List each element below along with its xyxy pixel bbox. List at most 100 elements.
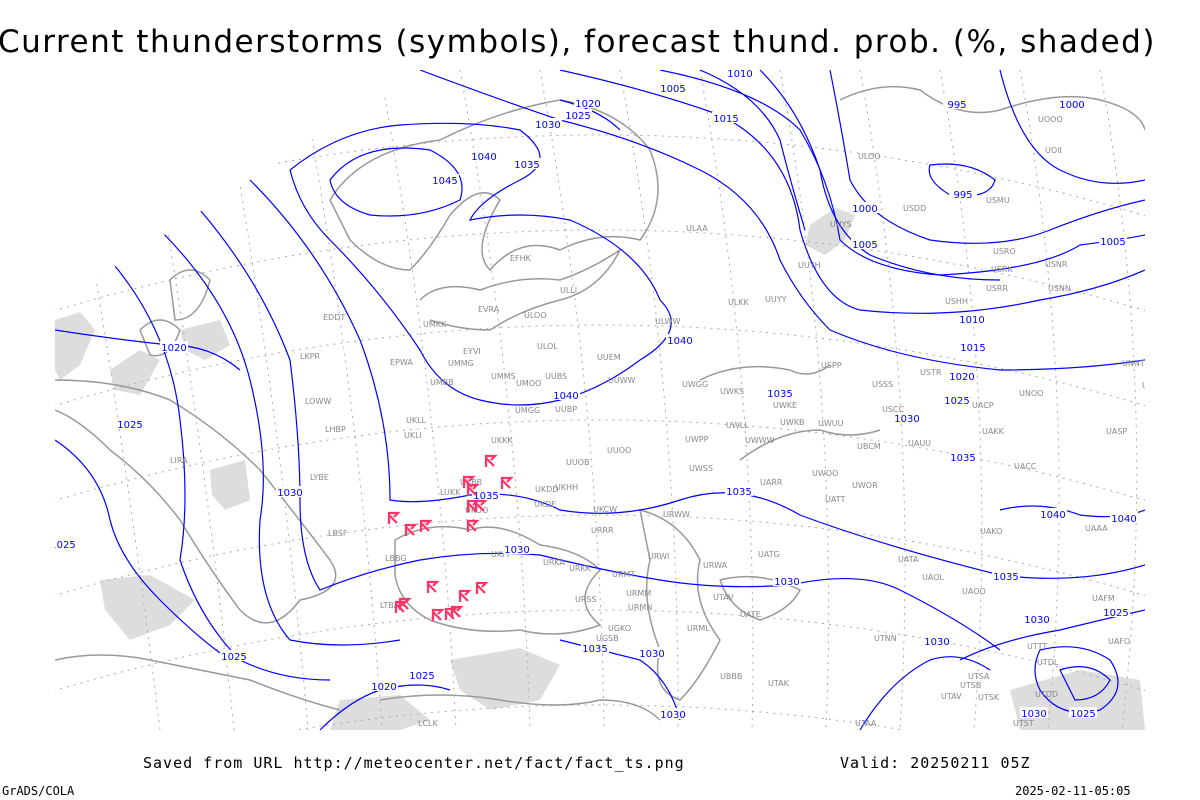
station-label: UNBB [1142,381,1165,390]
station-label: UUYH [798,261,821,270]
station-label: LKPR [300,352,321,361]
isobar-line [559,70,1145,314]
isobar-label: 1010 [727,69,752,80]
station-label: UTSK [978,693,1000,702]
station-label: LIRA [170,456,188,465]
probability-shaded-area [805,208,855,255]
isobar-label: 1040 [1040,510,1065,521]
station-label: UWOO [812,469,838,478]
station-label: UTDD [1035,690,1058,699]
coastlines [55,85,1145,721]
isobar-label: 1005 [852,240,877,251]
parallel-line [55,419,1145,506]
station-label: USPP [821,361,842,370]
isobar-label: 1025 [50,540,75,551]
station-label: UKFF [491,550,512,559]
station-label: UAKO [980,527,1002,536]
thunderstorm-symbol-icon [426,580,440,593]
isobar-label: 1040 [471,152,496,163]
station-label: UMGG [515,406,540,415]
isobar-label: 1025 [1070,709,1095,720]
thunderstorm-symbols [387,454,514,621]
isobar-label: 1030 [1021,709,1046,720]
isobar-line [759,70,1001,281]
isobar-line [999,70,1145,184]
isobar-label: 1030 [535,120,560,131]
station-label: UAAA [1085,524,1108,533]
isobar-label: 1005 [660,84,685,95]
station-label: UUOB [566,458,590,467]
meridian-line [1099,70,1138,730]
parallel-line [55,704,1145,730]
station-label: EDDT [323,313,345,322]
thunderstorm-symbol-icon [419,519,433,532]
station-label: ULOL [537,342,558,351]
isobar-label: 1025 [409,671,434,682]
isobar-line [289,122,672,406]
isobar-label: 1035 [767,389,792,400]
station-label: UWUU [818,419,844,428]
isobar-label: 1030 [660,710,685,721]
station-label: EPWA [390,358,413,367]
station-label: UKBB [460,478,482,487]
station-label: UASP [1106,427,1127,436]
station-label: UWKS [720,387,744,396]
isobar-line [659,70,1145,276]
station-label: UMMS [491,372,516,381]
station-label: UKHH [555,483,578,492]
station-label: UARR [760,478,783,487]
station-label: LYBE [310,473,329,482]
coastline [379,694,661,721]
graticule [55,70,1145,730]
isobar-label: 1035 [993,572,1018,583]
isobar-line [699,70,806,231]
thunderstorm-symbol-icon [404,523,418,536]
station-label: UTAK [768,679,790,688]
station-label: UAFM [1092,594,1115,603]
station-label: URWA [703,561,728,570]
station-label: UOII [1045,146,1062,155]
generation-timestamp: 2025-02-11-05:05 [1015,784,1131,798]
coastline [739,429,881,461]
meridian-line [379,70,457,730]
station-label: UWKB [780,418,805,427]
station-label: UAKK [982,427,1005,436]
coastline [639,508,721,701]
station-label: UAUU [908,439,931,448]
station-label: UMBB [430,378,454,387]
station-label: UTAV [941,692,962,701]
station-label: UAOO [962,587,986,596]
thunderstorm-symbol-icon [450,605,464,618]
probability-shaded-area [110,350,160,395]
station-label: UAOL [922,573,944,582]
coastline [419,247,622,331]
station-label: UTTT [1027,642,1047,651]
isobar-label: 1020 [371,682,396,693]
station-label: ULOO [858,152,881,161]
station-label: UGSB [596,634,619,643]
isobar-label: 1010 [959,315,984,326]
station-label: URMM [626,589,651,598]
isobar-label: 1035 [514,160,539,171]
isobar-label: 1030 [504,545,529,556]
thunderstorm-symbol-icon [500,476,514,489]
software-credit: GrADS/COLA [2,784,75,798]
isobar-line [859,656,991,730]
station-label: ULKK [728,298,750,307]
coastline [699,364,831,381]
station-label: USHH [945,297,968,306]
coastline [329,99,659,272]
station-label: UUOO [607,446,631,455]
meridian-line [859,70,906,730]
station-label: URWW [663,510,690,519]
isobar-label: 1035 [726,487,751,498]
isobar-line [249,179,1145,579]
thunderstorm-symbol-icon [387,511,401,524]
isobar-label: 1030 [277,488,302,499]
parallel-line [55,514,1145,601]
probability-shaded-area [210,460,250,510]
station-label: UBBB [720,672,742,681]
map-title: Current thunderstorms (symbols), forecas… [0,24,1156,60]
isobar-line [199,209,1001,651]
meridian-line [139,70,235,730]
